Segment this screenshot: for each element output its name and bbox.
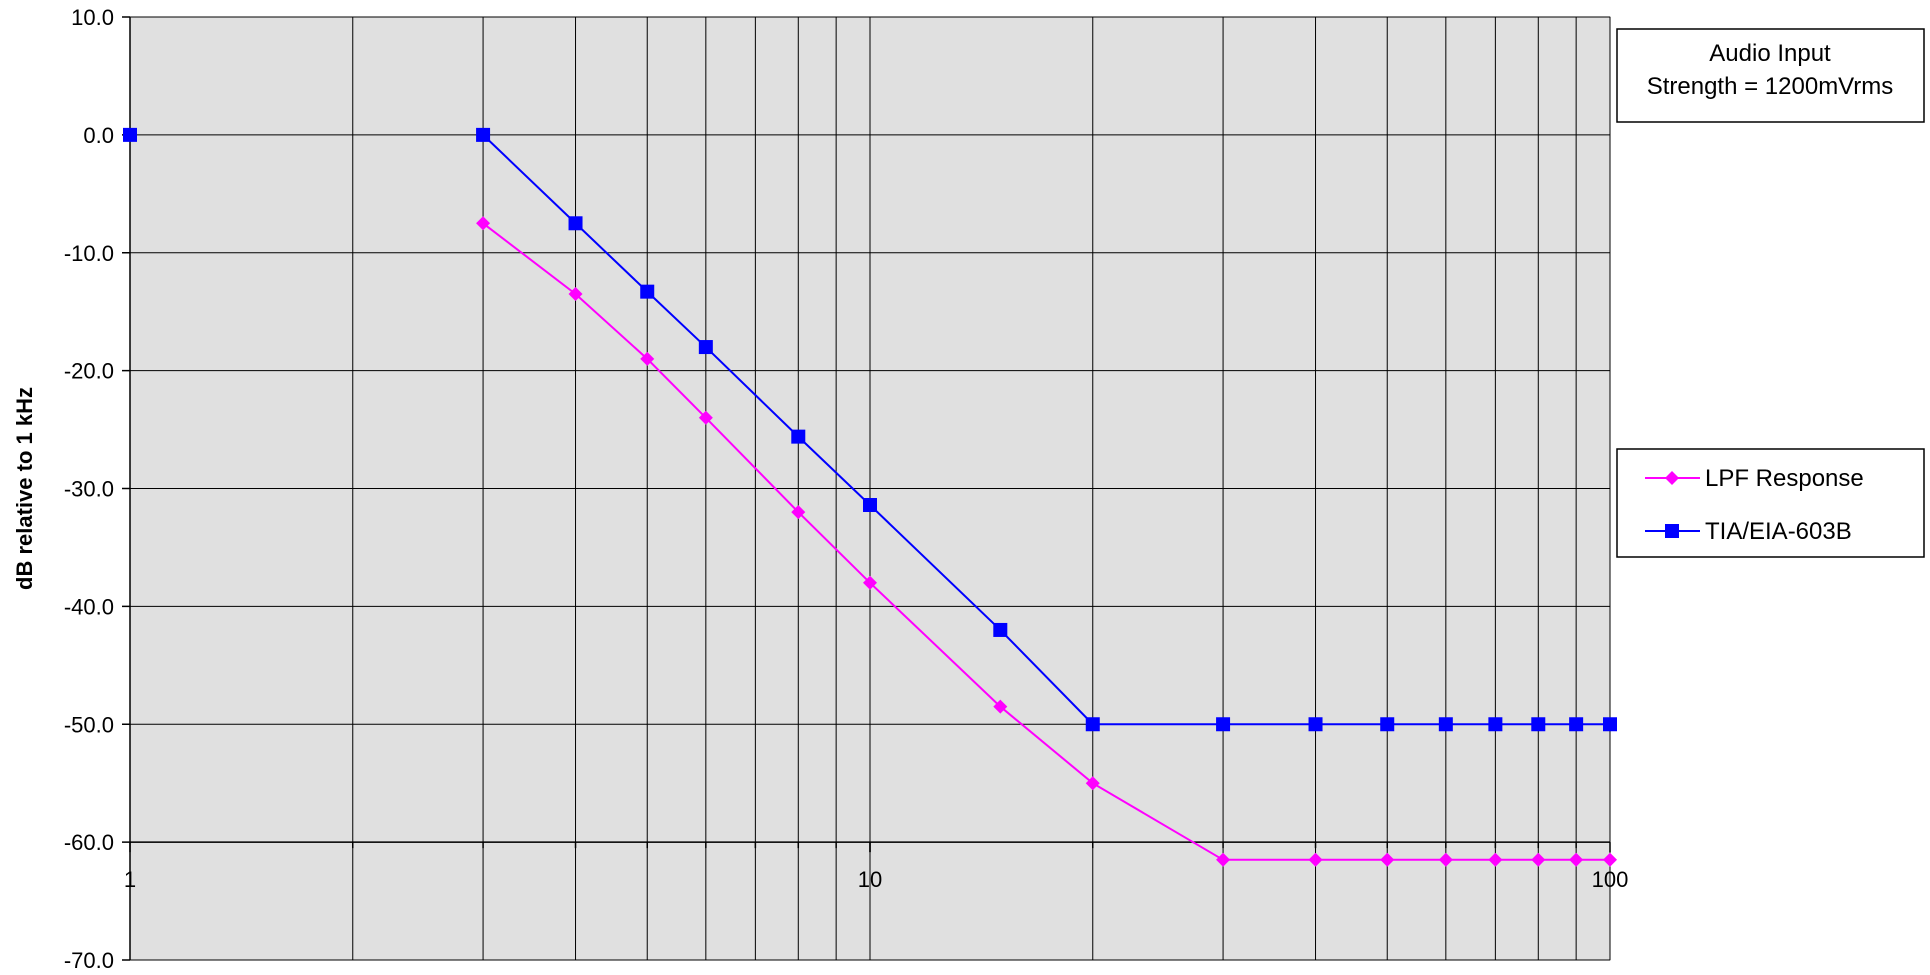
legend-label-tia: TIA/EIA-603B (1705, 518, 1852, 545)
y-tick-label: -60.0 (64, 830, 114, 855)
legend: LPF Response TIA/EIA-603B (1616, 448, 1925, 558)
y-tick-labels: 10.0 0.0 -10.0 -20.0 -30.0 -40.0 -50.0 -60.0 -70… (64, 5, 114, 973)
data-point (1531, 852, 1546, 867)
data-point (1380, 717, 1395, 732)
data-point (1531, 717, 1546, 732)
data-point (1603, 852, 1617, 867)
data-point (476, 216, 491, 231)
y-tick-label: -20.0 (64, 359, 114, 384)
data-point (1488, 852, 1503, 867)
legend-marker-sample (1665, 524, 1679, 538)
data-point (1085, 776, 1100, 791)
data-point (791, 505, 806, 520)
legend-marker-sample (1665, 471, 1679, 485)
data-point (863, 498, 877, 513)
axes (122, 16, 1611, 961)
y-tick-label: -70.0 (64, 948, 114, 973)
y-tick-label: -30.0 (64, 477, 114, 502)
data-point (568, 287, 583, 302)
data-point (1216, 717, 1231, 732)
y-tick-label: 10.0 (71, 5, 114, 30)
data-point (1603, 717, 1617, 732)
x-tick-label: 100 (1592, 867, 1629, 892)
y-tick-label: 0.0 (83, 123, 114, 148)
y-tick-label: -50.0 (64, 712, 114, 737)
data-point (568, 216, 583, 231)
data-point (476, 127, 491, 142)
data-point (1308, 852, 1323, 867)
data-point (863, 575, 877, 590)
data-point (1438, 852, 1453, 867)
data-point (1308, 717, 1323, 732)
data-point (1085, 717, 1100, 732)
x-tick-label: 1 (124, 867, 136, 892)
x-tick-label: 10 (858, 867, 882, 892)
data-point (698, 410, 713, 425)
data-point (1438, 717, 1453, 732)
legend-label-lpf: LPF Response (1705, 465, 1864, 492)
data-point (698, 340, 713, 355)
annotation-box: Audio Input Strength = 1200mVrms (1616, 28, 1925, 123)
data-point (993, 622, 1008, 637)
data-point (640, 284, 655, 299)
series-line (482, 222, 1610, 861)
y-axis-label: dB relative to 1 kHz (12, 387, 37, 590)
series-lpf-response (476, 216, 1617, 867)
annotation-line-2: Strength = 1200mVrms (1647, 73, 1894, 100)
data-point (791, 429, 806, 444)
x-tick-labels: 1 10 100 (124, 867, 1628, 892)
data-point (1569, 852, 1584, 867)
data-point (123, 127, 137, 142)
series-layer (123, 127, 1617, 867)
data-point (1380, 852, 1395, 867)
y-tick-label: -10.0 (64, 241, 114, 266)
data-point (993, 699, 1008, 714)
data-point (1488, 717, 1503, 732)
y-tick-label: -40.0 (64, 594, 114, 619)
series-tia-eia-603b (123, 127, 1617, 732)
data-point (1216, 852, 1231, 867)
annotation-line-1: Audio Input (1709, 40, 1831, 67)
data-point (640, 351, 655, 366)
series-line (482, 134, 1610, 726)
data-point (1569, 717, 1584, 732)
